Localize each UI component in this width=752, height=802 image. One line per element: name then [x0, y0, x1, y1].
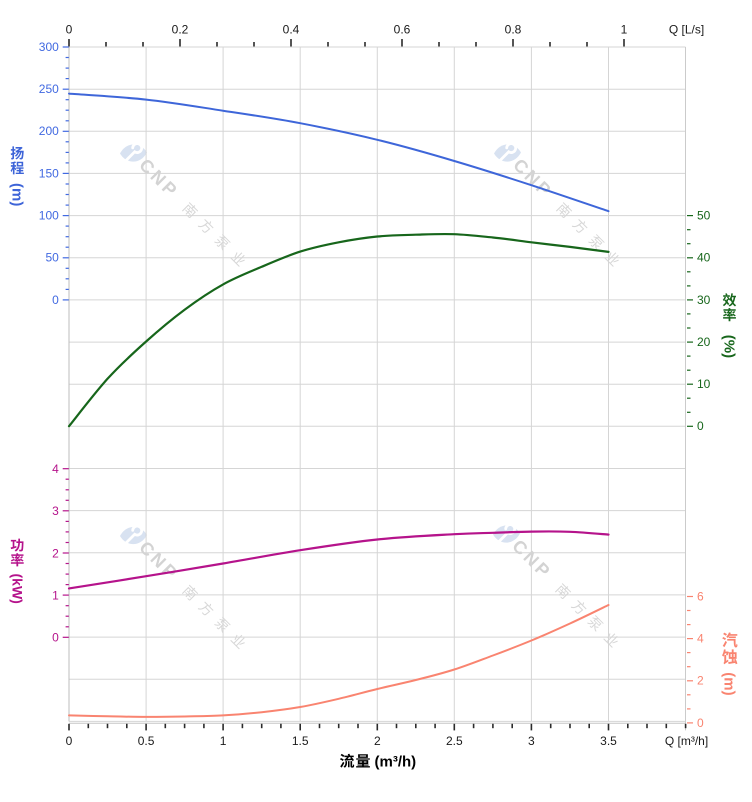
svg-text:0: 0: [66, 22, 73, 36]
svg-text:50: 50: [45, 251, 59, 265]
svg-text:0.2: 0.2: [172, 22, 189, 36]
svg-text:(m³/h): (m³/h): [375, 754, 417, 771]
svg-text:(m): (m): [8, 183, 25, 206]
svg-text:250: 250: [39, 82, 59, 96]
svg-text:(m): (m): [721, 672, 738, 695]
svg-text:50: 50: [697, 209, 711, 223]
svg-text:2.5: 2.5: [446, 734, 463, 748]
svg-text:1: 1: [220, 734, 227, 748]
svg-text:(kW): (kW): [10, 574, 26, 604]
svg-text:2: 2: [697, 674, 704, 688]
svg-text:2: 2: [52, 546, 59, 560]
svg-text:0.8: 0.8: [505, 22, 522, 36]
svg-text:1: 1: [52, 588, 59, 602]
svg-text:4: 4: [52, 462, 59, 476]
svg-text:300: 300: [39, 40, 59, 54]
svg-text:Q [m³/h]: Q [m³/h]: [665, 734, 708, 748]
svg-text:(%): (%): [721, 335, 738, 358]
svg-text:0: 0: [66, 734, 73, 748]
svg-text:200: 200: [39, 124, 59, 138]
svg-text:2: 2: [374, 734, 381, 748]
svg-text:10: 10: [697, 377, 711, 391]
svg-text:3: 3: [52, 504, 59, 518]
svg-text:1: 1: [621, 22, 628, 36]
svg-text:40: 40: [697, 251, 711, 265]
svg-text:1.5: 1.5: [292, 734, 309, 748]
svg-text:0: 0: [697, 716, 704, 730]
svg-text:6: 6: [697, 589, 704, 603]
svg-text:Q [L/s]: Q [L/s]: [669, 22, 704, 36]
svg-text:100: 100: [39, 209, 59, 223]
svg-text:0.4: 0.4: [283, 22, 300, 36]
svg-text:4: 4: [697, 632, 704, 646]
svg-text:0: 0: [697, 419, 704, 433]
svg-text:3: 3: [528, 734, 535, 748]
svg-text:3.5: 3.5: [600, 734, 617, 748]
svg-text:20: 20: [697, 335, 711, 349]
svg-text:30: 30: [697, 293, 711, 307]
svg-text:0.6: 0.6: [394, 22, 411, 36]
svg-text:0.5: 0.5: [138, 734, 155, 748]
svg-text:0: 0: [52, 631, 59, 645]
svg-text:150: 150: [39, 166, 59, 180]
svg-text:0: 0: [52, 293, 59, 307]
